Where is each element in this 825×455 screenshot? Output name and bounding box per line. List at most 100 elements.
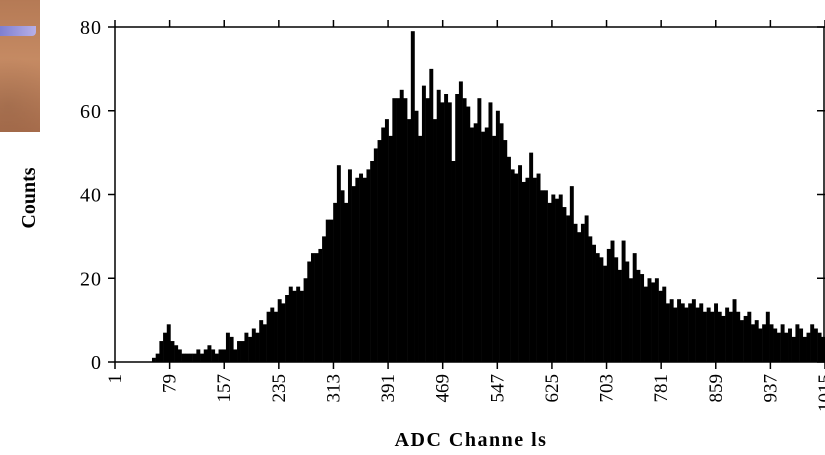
histogram-bar [765, 311, 770, 362]
histogram-bar [351, 186, 356, 363]
histogram-bar [747, 311, 752, 362]
histogram-bar [373, 148, 378, 362]
histogram-bar [543, 190, 548, 362]
histogram-bar [706, 307, 711, 362]
histogram-bar [444, 94, 449, 362]
histogram-bar [603, 265, 608, 362]
histogram-bar [588, 236, 593, 363]
histogram-bar [743, 315, 748, 362]
histogram-bar [699, 303, 704, 363]
histogram-bar [462, 98, 467, 362]
histogram-bar [773, 328, 778, 362]
histogram-bar [817, 332, 822, 362]
histogram-bar [640, 274, 645, 362]
histogram-bar [499, 123, 504, 362]
histogram-bar [292, 290, 297, 362]
histogram-bar [621, 240, 626, 362]
x-tick-label: 781 [651, 374, 672, 403]
histogram-bar [359, 173, 364, 362]
histogram-bar [181, 353, 186, 363]
histogram-bar [518, 165, 523, 362]
histogram-bar [669, 299, 674, 362]
histogram-bar [654, 278, 659, 362]
histogram-bar [810, 324, 815, 362]
histogram-bar [274, 311, 278, 362]
histogram-bar [381, 127, 386, 362]
histogram-bar [525, 177, 530, 362]
histogram-bar [617, 269, 622, 363]
histogram-bar [310, 253, 315, 363]
y-tick-label: 20 [80, 268, 102, 290]
histogram-bar [540, 190, 545, 362]
histogram-bar [788, 328, 792, 362]
histogram-bar [259, 320, 264, 363]
histogram-bar [691, 299, 696, 362]
histogram-bar [484, 127, 489, 362]
histogram-bar [802, 336, 807, 363]
histogram-bar [266, 311, 271, 362]
histogram-bar [532, 177, 537, 362]
histogram-bar [333, 202, 338, 363]
histogram-bar [769, 324, 774, 362]
histogram-bar [440, 102, 445, 363]
histogram-bar [577, 232, 582, 362]
histogram-bar [551, 194, 556, 362]
histogram-bar [684, 307, 689, 362]
histogram-bar [392, 98, 397, 362]
histogram-bar [251, 328, 256, 362]
histogram-bar [673, 307, 678, 362]
histogram-bar [322, 236, 327, 363]
histogram-bar [458, 81, 463, 362]
histogram-bar [506, 156, 511, 362]
histogram-bar [728, 311, 733, 362]
histogram-bar [455, 94, 460, 362]
histogram-bar [418, 135, 423, 362]
histogram-bar [662, 286, 667, 363]
histogram-bar [151, 357, 156, 362]
histogram-bar [207, 345, 212, 362]
histogram-bar [555, 198, 559, 362]
histogram-bar [233, 349, 238, 362]
histogram-bar [303, 278, 308, 362]
histogram-bar [592, 244, 596, 362]
x-tick-label: 547 [487, 374, 508, 403]
histogram-bar [403, 98, 408, 362]
histogram-bar [421, 85, 426, 363]
histogram-bar [285, 295, 290, 362]
y-tick-label: 40 [80, 185, 102, 207]
histogram-bar [174, 345, 179, 362]
x-tick-label: 79 [160, 374, 181, 393]
histogram-bar [503, 140, 508, 362]
histogram-bar [595, 253, 600, 363]
x-tick-label: 469 [433, 374, 454, 403]
histogram-bar [166, 324, 171, 362]
histogram-bar [762, 324, 767, 362]
histogram-bar [277, 299, 282, 362]
histogram-bar [340, 190, 345, 362]
histogram-bar [677, 299, 682, 362]
histogram-bar [314, 253, 319, 363]
histogram-bar [214, 353, 219, 363]
y-axis-title: Counts [18, 167, 40, 228]
histogram-bar [347, 169, 352, 362]
histogram-bar [717, 311, 722, 362]
histogram-bar [651, 282, 656, 362]
x-tick-label: 859 [706, 374, 727, 403]
histogram-bar [477, 98, 482, 362]
histogram-bar [188, 353, 193, 363]
histogram-bar [688, 303, 693, 363]
histogram-bar [237, 341, 241, 362]
histogram-bar [736, 311, 741, 362]
histogram-bar [521, 181, 526, 362]
y-tick-label: 0 [91, 352, 102, 374]
histogram-bar [270, 307, 275, 362]
histogram-bar [281, 303, 286, 363]
x-tick-label: 313 [324, 374, 345, 403]
histogram-bar [795, 324, 800, 362]
histogram-bar [159, 341, 164, 362]
histogram-bar [710, 311, 715, 362]
histogram-bar [410, 31, 415, 362]
histogram-bar [569, 186, 574, 363]
x-tick-label: 1015 [815, 374, 825, 412]
